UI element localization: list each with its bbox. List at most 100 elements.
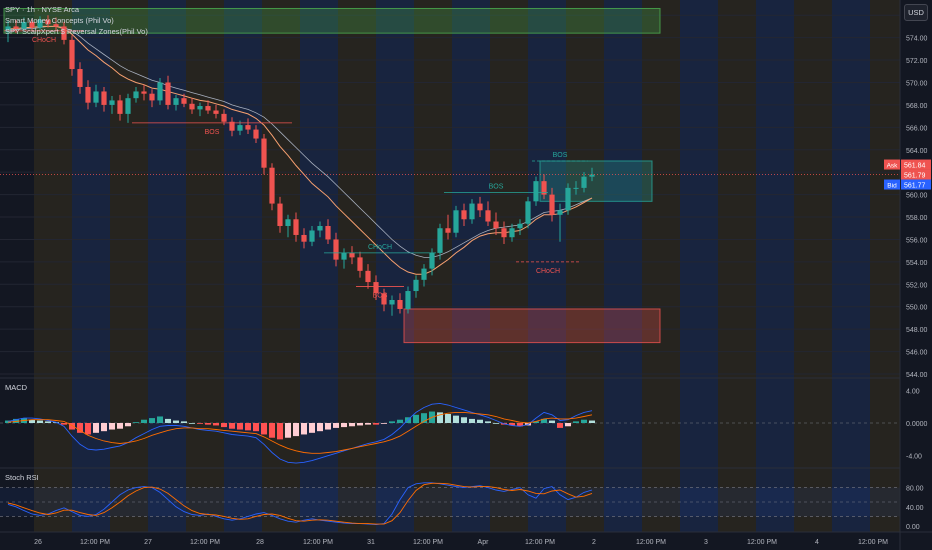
session-band bbox=[34, 0, 72, 532]
macd-histogram-bar bbox=[293, 423, 299, 437]
time-tick-label: 12:00 PM bbox=[747, 539, 777, 546]
macd-histogram-bar bbox=[493, 423, 499, 424]
candle-body bbox=[173, 98, 179, 105]
candle-body bbox=[109, 100, 115, 105]
macd-histogram-bar bbox=[349, 423, 355, 427]
macd-histogram-bar bbox=[157, 416, 163, 423]
time-tick-label: 4 bbox=[815, 539, 819, 546]
structure-label-choch_1: CHoCH bbox=[32, 37, 56, 44]
badge-bg bbox=[901, 169, 931, 180]
badge-tag-bg bbox=[884, 179, 900, 190]
candle-body bbox=[61, 26, 67, 40]
candle-body bbox=[301, 234, 307, 242]
candle-body bbox=[477, 203, 483, 211]
price-axis[interactable]: 576.00574.00572.00570.00568.00566.00564.… bbox=[884, 0, 932, 550]
macd-histogram-bar bbox=[205, 423, 211, 425]
candle-body bbox=[229, 121, 235, 131]
macd-histogram-bar bbox=[461, 417, 467, 423]
price-tick-label: 560.00 bbox=[906, 193, 928, 200]
macd-histogram-bar bbox=[197, 423, 203, 424]
stoch-rsi-pane[interactable] bbox=[0, 467, 932, 526]
candle-body bbox=[557, 210, 563, 215]
time-tick-label: 27 bbox=[144, 539, 152, 546]
candles[interactable] bbox=[5, 15, 595, 316]
candle-body bbox=[405, 291, 411, 309]
time-tick-label: 12:00 PM bbox=[303, 539, 333, 546]
currency-button[interactable]: USD bbox=[904, 4, 928, 21]
macd-histogram-bar bbox=[213, 423, 219, 426]
candle-body bbox=[13, 26, 19, 29]
session-band bbox=[680, 0, 718, 532]
candle-body bbox=[493, 221, 499, 229]
time-axis[interactable]: 26 12:00 PM 27 12:00 PM 28 12:00 PM 31 12:00 PM… bbox=[0, 531, 932, 546]
candle-body bbox=[285, 219, 291, 226]
macd-histogram-bar bbox=[109, 423, 115, 430]
macd-histogram-bar bbox=[549, 420, 555, 423]
ema-fast-line bbox=[8, 25, 593, 275]
ema-lines bbox=[7, 25, 593, 275]
macd-histogram-bar bbox=[421, 413, 427, 423]
macd-histogram-bar bbox=[277, 423, 283, 440]
macd-histogram-bar bbox=[325, 423, 331, 430]
candle-body bbox=[541, 181, 547, 195]
macd-histogram-bar bbox=[509, 423, 515, 426]
candle-body bbox=[85, 86, 91, 103]
macd-histogram-bar bbox=[45, 421, 51, 423]
macd-histogram-bar bbox=[189, 423, 195, 424]
macd-histogram-bar bbox=[317, 423, 323, 432]
candle-body bbox=[573, 187, 579, 189]
session-band bbox=[566, 0, 604, 532]
session-band bbox=[490, 0, 528, 532]
macd-histogram-bar bbox=[85, 423, 91, 435]
macd-histogram-bar bbox=[29, 419, 35, 423]
macd-pane[interactable] bbox=[0, 377, 932, 464]
time-tick-label: 12:00 PM bbox=[190, 539, 220, 546]
candle-body bbox=[333, 239, 339, 260]
candle-body bbox=[269, 167, 275, 204]
badge-value-last: 561.79 bbox=[904, 173, 926, 180]
macd-tick-label: 4.00 bbox=[906, 388, 920, 395]
candle-body bbox=[253, 129, 259, 139]
candle-body bbox=[533, 181, 539, 202]
macd-histogram-bar bbox=[365, 423, 371, 425]
macd-histogram-bar bbox=[557, 423, 563, 428]
indicator-zones[interactable]: SPY ScalpXpert $ Reversal Zones(Phil Vo) bbox=[5, 27, 148, 36]
axis-background bbox=[900, 0, 932, 550]
candle-body bbox=[125, 98, 131, 114]
macd-histogram-bar bbox=[245, 423, 251, 431]
candle-body bbox=[133, 91, 139, 99]
time-tick-label: 2 bbox=[592, 539, 596, 546]
price-tick-label: 570.00 bbox=[906, 80, 928, 87]
macd-histogram-bar bbox=[269, 423, 275, 438]
ema-slow-line bbox=[7, 25, 593, 258]
candle-body bbox=[117, 100, 123, 114]
macd-histogram-bar bbox=[397, 419, 403, 423]
badge-tag-ask: Ask bbox=[887, 163, 899, 170]
candle-body bbox=[589, 174, 595, 177]
candle-body bbox=[357, 257, 363, 271]
candle-body bbox=[581, 176, 587, 188]
macd-histogram-bar bbox=[173, 420, 179, 423]
macd-tick-label: 0.0000 bbox=[906, 421, 928, 428]
candle-body bbox=[261, 138, 267, 168]
smc-zones bbox=[3, 7, 661, 344]
macd-histogram-bar bbox=[381, 423, 387, 424]
macd-histogram-bar bbox=[485, 421, 491, 423]
session-band bbox=[718, 0, 756, 532]
structure-annotations: CHoCH BOS CHoCH BOS BOS BOS CHoCH bbox=[0, 30, 900, 300]
macd-histogram-bar bbox=[165, 418, 171, 423]
zone-demand-zone bbox=[403, 308, 661, 344]
session-band bbox=[148, 0, 186, 532]
macd-histogram-bar bbox=[69, 423, 75, 430]
candle-body bbox=[5, 26, 11, 33]
symbol-line[interactable]: SPY · 1h · NYSE Arca bbox=[5, 5, 80, 14]
candle-body bbox=[317, 226, 323, 231]
macd-histogram-bar bbox=[77, 423, 83, 433]
candle-body bbox=[205, 106, 211, 111]
candle-body bbox=[461, 210, 467, 220]
macd-title: MACD bbox=[5, 383, 28, 392]
candle-body bbox=[549, 194, 555, 215]
time-tick-label: 12:00 PM bbox=[636, 539, 666, 546]
indicator-smc[interactable]: Smart Money Concepts (Phil Vo) bbox=[5, 16, 114, 25]
